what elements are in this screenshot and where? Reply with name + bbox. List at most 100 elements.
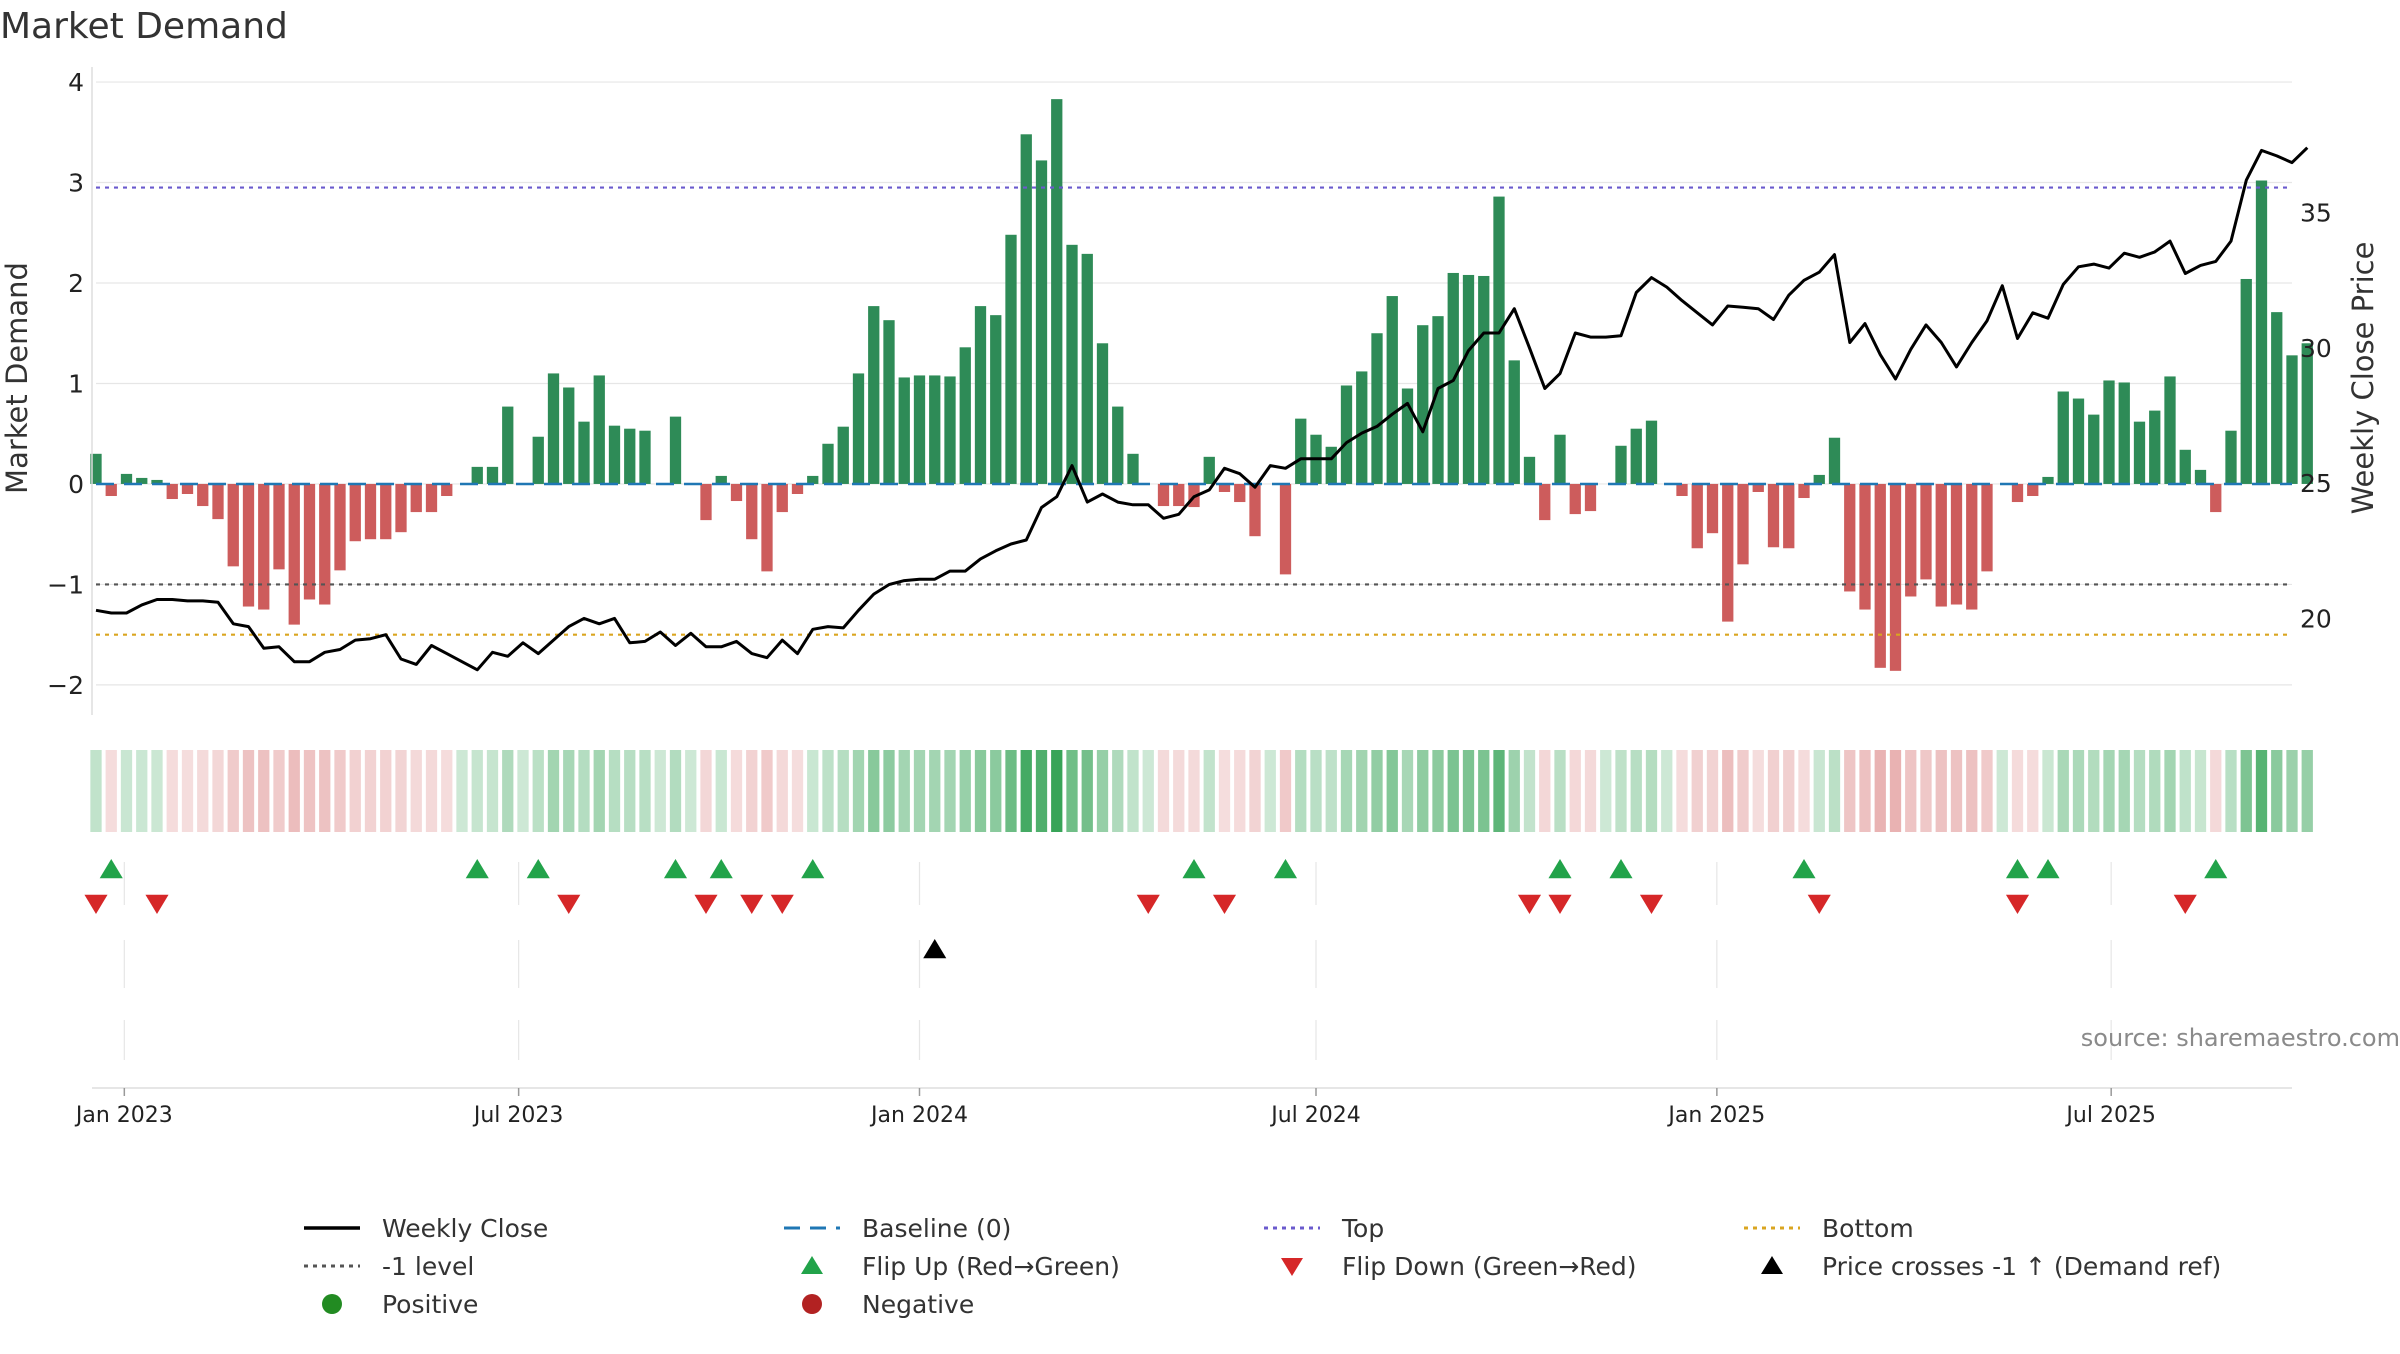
strip-cell: [533, 750, 544, 832]
demand-bar: [2149, 411, 2160, 484]
demand-bar: [273, 484, 284, 569]
demand-bar: [167, 484, 178, 499]
strip-cell: [1585, 750, 1596, 832]
demand-bar: [472, 467, 483, 484]
strip-cell: [2180, 750, 2191, 832]
demand-bar: [533, 437, 544, 484]
axes-layer: 43210−1−235302520Jan 2023 Jul 2023 Jan 202…: [47, 67, 2332, 1128]
legend-baseline-label: Baseline (0): [862, 1214, 1011, 1243]
strip-cell: [807, 750, 818, 832]
demand-bar: [289, 484, 300, 625]
demand-bar: [2164, 376, 2175, 484]
strip-cell: [2073, 750, 2084, 832]
strip-cell: [639, 750, 650, 832]
chart-title: Market Demand: [0, 6, 288, 47]
demand-bar: [1966, 484, 1977, 610]
strip-cell: [1188, 750, 1199, 832]
strip-cell: [1905, 750, 1916, 832]
demand-bar: [609, 426, 620, 484]
strip-cell: [1615, 750, 1626, 832]
strip-cell: [426, 750, 437, 832]
demand-bar: [1097, 343, 1108, 484]
y2-axis-label: Weekly Close Price: [2346, 242, 2380, 515]
strip-cell: [365, 750, 376, 832]
strip-cell: [2012, 750, 2023, 832]
strip-cell: [1600, 750, 1611, 832]
demand-bar: [365, 484, 376, 539]
demand-bar: [212, 484, 223, 519]
demand-bar: [1814, 475, 1825, 484]
demand-bar: [700, 484, 711, 520]
demand-bar: [2241, 279, 2252, 484]
legend-neg1-swatch: [300, 1248, 364, 1284]
demand-bar: [2088, 415, 2099, 484]
demand-bar: [822, 444, 833, 484]
demand-bar: [411, 484, 422, 512]
demand-bar: [2027, 484, 2038, 496]
demand-bar: [1204, 457, 1215, 484]
strip-cell: [899, 750, 910, 832]
strip-cell: [1631, 750, 1642, 832]
x-tick-label-0: Jan 2023: [74, 1103, 173, 1128]
demand-bar: [838, 427, 849, 484]
strip-cell: [1692, 750, 1703, 832]
demand-bar: [2134, 422, 2145, 484]
strip-cell: [1798, 750, 1809, 832]
strip-cell: [990, 750, 1001, 832]
legend-weekly-close-label: Weekly Close: [382, 1214, 548, 1243]
strip-cell: [594, 750, 605, 832]
demand-bar: [1798, 484, 1809, 498]
strip-cell: [2271, 750, 2282, 832]
demand-bar: [1127, 454, 1138, 484]
strip-cell: [1127, 750, 1138, 832]
strip-cell: [1966, 750, 1977, 832]
demand-bar: [1371, 333, 1382, 484]
legend-neg1: -1 level: [300, 1248, 474, 1284]
demand-bar: [487, 467, 498, 484]
strip-cell: [243, 750, 254, 832]
strip-cell: [1234, 750, 1245, 832]
strip-cell: [1737, 750, 1748, 832]
demand-bar: [502, 407, 513, 484]
strip-cell: [2256, 750, 2267, 832]
demand-bar: [1554, 435, 1565, 484]
flip-down-marker: [1213, 895, 1236, 914]
flip-down-marker: [2174, 895, 2197, 914]
demand-bar: [777, 484, 788, 512]
y-tick-label-6: −2: [47, 671, 84, 700]
strip-cell: [700, 750, 711, 832]
demand-bar: [350, 484, 361, 541]
flip-down-marker: [1640, 895, 1663, 914]
strip-cell: [1493, 750, 1504, 832]
demand-bar: [1280, 484, 1291, 574]
demand-bar: [1844, 484, 1855, 592]
strip-cell: [1158, 750, 1169, 832]
strip-cell: [792, 750, 803, 832]
strip-cell: [1295, 750, 1306, 832]
flip-up-marker: [100, 859, 123, 878]
demand-bar: [2271, 312, 2282, 484]
strip-cell: [2302, 750, 2313, 832]
demand-bar: [2286, 355, 2297, 484]
strip-cell: [1387, 750, 1398, 832]
strip-cell: [1341, 750, 1352, 832]
demand-bar: [1585, 484, 1596, 511]
demand-bar: [426, 484, 437, 512]
demand-bar: [1646, 421, 1657, 484]
strip-cell: [2103, 750, 2114, 832]
demand-bar: [1875, 484, 1886, 668]
demand-bar: [1829, 438, 1840, 484]
demand-bar: [1387, 296, 1398, 484]
demand-heat-strip: [90, 750, 2313, 832]
market-demand-chart: Market Demand Market Demand Weekly Close…: [0, 0, 2400, 1350]
strip-cell: [838, 750, 849, 832]
strip-cell: [1509, 750, 1520, 832]
strip-cell: [685, 750, 696, 832]
strip-cell: [1890, 750, 1901, 832]
legend-weekly-close-swatch: [300, 1210, 364, 1246]
strip-cell: [1524, 750, 1535, 832]
y2-tick-label-2: 25: [2300, 469, 2332, 498]
flip-up-marker: [1609, 859, 1632, 878]
demand-bar: [1570, 484, 1581, 514]
strip-cell: [2149, 750, 2160, 832]
